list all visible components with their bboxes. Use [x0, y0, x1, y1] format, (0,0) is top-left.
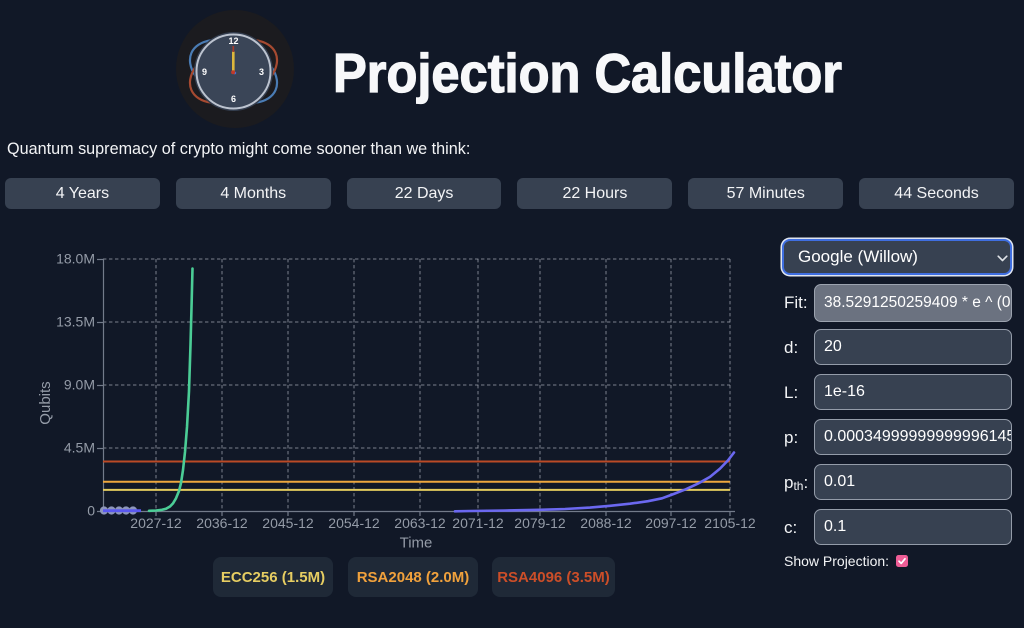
svg-text:Qubits: Qubits — [37, 381, 54, 424]
svg-text:9.0M: 9.0M — [64, 377, 95, 393]
svg-text:2036-12: 2036-12 — [196, 515, 248, 531]
svg-text:6: 6 — [231, 94, 236, 104]
svg-text:2045-12: 2045-12 — [262, 515, 314, 531]
svg-text:Time: Time — [400, 535, 433, 552]
svg-text:2071-12: 2071-12 — [452, 515, 504, 531]
svg-text:13.5M: 13.5M — [56, 314, 95, 330]
svg-text:2097-12: 2097-12 — [645, 515, 697, 531]
svg-text:4.5M: 4.5M — [64, 440, 95, 456]
svg-text:0: 0 — [87, 503, 95, 519]
svg-text:3: 3 — [259, 67, 264, 77]
svg-text:9: 9 — [202, 67, 207, 77]
svg-text:18.0M: 18.0M — [56, 251, 95, 267]
svg-text:2088-12: 2088-12 — [580, 515, 632, 531]
svg-text:2054-12: 2054-12 — [328, 515, 380, 531]
svg-text:2027-12: 2027-12 — [130, 515, 182, 531]
svg-text:2105-12: 2105-12 — [704, 515, 756, 531]
svg-text:12: 12 — [228, 36, 238, 46]
svg-text:2063-12: 2063-12 — [394, 515, 446, 531]
svg-text:2079-12: 2079-12 — [514, 515, 566, 531]
